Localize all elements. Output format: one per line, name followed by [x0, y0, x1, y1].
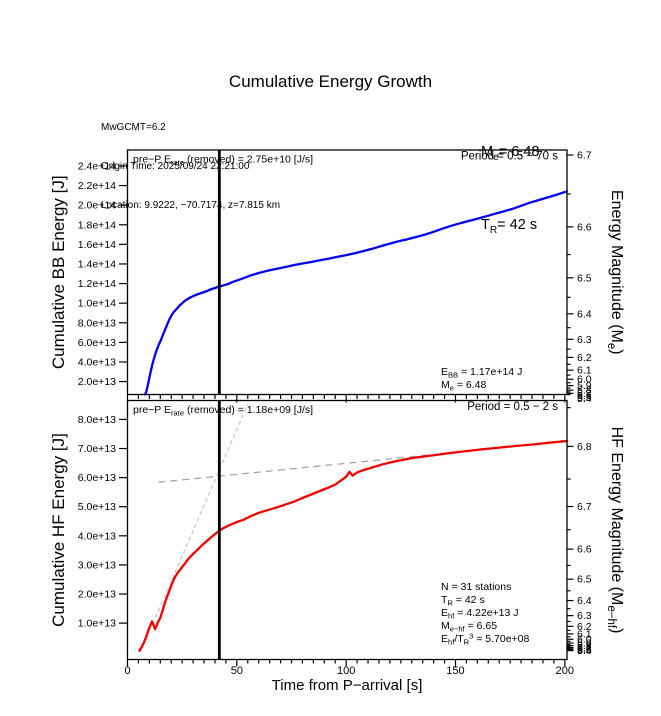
magnitude-tick-label: 5.6 — [577, 643, 592, 655]
magnitude-tick-label: 5.5 — [577, 644, 592, 656]
figure-title: Cumulative Energy Growth — [228, 72, 433, 91]
x-tick-label: 0 — [124, 665, 130, 677]
y-tick-label: 2.4e+14 — [78, 160, 116, 172]
tangent-steep-dashed — [155, 403, 249, 618]
mw-gcmt-line: MwGCMT=6.2 — [101, 122, 166, 133]
y-tick-label: 1.2e+14 — [78, 278, 116, 290]
magnitude-tick-label: 6.4 — [577, 595, 592, 607]
magnitude-tick-label: 6.7 — [577, 150, 592, 162]
magnitude-tick-label: 5.7 — [577, 642, 592, 654]
energy-magnitude-value: Me= 6.48 — [481, 144, 540, 163]
magnitude-tick-label: 6.1 — [577, 365, 592, 377]
y-tick-label: 2.0e+13 — [78, 376, 116, 388]
x-axis: 0 50 100 150 200 Time from P−arrival [s] — [124, 394, 574, 694]
magnitude-tick-label: 5.7 — [577, 388, 592, 400]
stats-line: Ehf = 4.22e+13 J — [441, 607, 519, 621]
magnitude-tick-label: 5.9 — [577, 638, 592, 650]
y-tick-label: 2.2e+14 — [78, 180, 116, 192]
y-axis-title-left: Cumulative HF Energy [J] — [49, 433, 68, 627]
y-tick-label: 3.0e+13 — [78, 559, 116, 571]
magnitude-tick-label: 6.6 — [577, 221, 592, 233]
y-axis-title-left: Cumulative BB Energy [J] — [49, 175, 68, 369]
magnitude-tick-label: 6.0 — [577, 374, 592, 386]
y-tick-label: 1.0e+13 — [78, 618, 116, 630]
y-tick-label: 1.4e+14 — [78, 258, 116, 270]
magnitude-tick-label: 6.2 — [577, 352, 592, 364]
magnitude-tick-label: 6.5 — [577, 272, 592, 284]
y-tick-label: 8.0e+13 — [78, 317, 116, 329]
magnitude-tick-label: 6.7 — [577, 501, 592, 513]
stats-line: Me = 6.48 — [441, 379, 487, 393]
y-tick-label: 1.6e+14 — [78, 239, 116, 251]
tangent-shallow-dashed — [158, 454, 427, 483]
y-axis-title-right: Energy Magnitude (Me) — [605, 190, 625, 355]
magnitude-tick-label: 5.9 — [577, 380, 592, 392]
stats-line: N = 31 stations — [441, 581, 511, 593]
y-tick-label: 5.0e+13 — [78, 501, 116, 513]
stats-line: Me−hf = 6.65 — [441, 620, 497, 634]
magnitude-tick-label: 6.3 — [577, 610, 592, 622]
stats-line: Ehf/TR3 = 5.70e+08 — [441, 631, 530, 646]
y-tick-label: 4.0e+13 — [78, 356, 116, 368]
x-axis-title: Time from P−arrival [s] — [272, 677, 423, 694]
x-tick-label: 150 — [446, 665, 464, 677]
magnitude-tick-label: 6.5 — [577, 574, 592, 586]
y-tick-label: 8.0e+13 — [78, 414, 116, 426]
stats-line: EBB = 1.17e+14 J — [441, 366, 522, 380]
magnitude-tick-label: 5.5 — [577, 392, 592, 404]
stats-line: TR = 42 s — [441, 594, 485, 608]
y-tick-label: 6.0e+13 — [78, 472, 116, 484]
pre-p-rate-annotation: pre−P Erate (removed) = 1.18e+09 [J/s] — [133, 404, 313, 418]
rupture-duration-value: TR= 42 s — [481, 217, 538, 237]
pre-p-rate-annotation: pre−P Erate (removed) = 2.75e+10 [J/s] — [133, 154, 313, 168]
y-tick-label: 4.0e+13 — [78, 530, 116, 542]
magnitude-tick-label: 5.4 — [577, 393, 592, 405]
magnitude-tick-label: 6.0 — [577, 634, 592, 646]
result-summary-block: Me= 6.48 TR= 42 s — [481, 96, 539, 288]
magnitude-tick-label: 5.6 — [577, 390, 592, 402]
bb-energy-panel-border — [126, 149, 568, 396]
magnitude-tick-label: 6.8 — [577, 441, 592, 453]
hf-energy-curve — [138, 439, 569, 652]
magnitude-tick-label: 6.4 — [577, 308, 592, 320]
y-tick-label: 2.0e+14 — [78, 200, 116, 212]
bb-energy-panel: 2.0e+13 4.0e+13 6.0e+13 8.0e+13 1.0e+14 1.2e+… — [49, 149, 625, 405]
magnitude-tick-label: 5.4 — [577, 645, 592, 657]
magnitude-tick-label: 6.3 — [577, 334, 592, 346]
y-tick-label: 1.0e+14 — [78, 298, 116, 310]
magnitude-tick-label: 5.8 — [577, 640, 592, 652]
hf-energy-panel: 1.0e+13 2.0e+13 3.0e+13 4.0e+13 5.0e+13 6.0e+… — [49, 399, 625, 661]
y-tick-label: 6.0e+13 — [78, 337, 116, 349]
x-tick-label: 200 — [556, 665, 574, 677]
hf-energy-panel-border — [126, 399, 568, 661]
bb-energy-curve — [143, 190, 569, 396]
y-tick-label: 1.8e+14 — [78, 219, 116, 231]
y-axis-title-right: HF Energy Magnitude (Me−hf) — [605, 427, 625, 634]
magnitude-tick-label: 5.8 — [577, 385, 592, 397]
magnitude-tick-label: 6.6 — [577, 544, 592, 556]
y-tick-label: 7.0e+13 — [78, 443, 116, 455]
period-annotation: Period = 0.5 − 70 s — [461, 151, 558, 163]
origin-time-line: Origin Time: 2025/09/24 22:21:00 — [101, 161, 250, 172]
magnitude-tick-label: 6.2 — [577, 621, 592, 633]
y-tick-label: 2.0e+13 — [78, 589, 116, 601]
x-tick-label: 100 — [337, 665, 355, 677]
magnitude-tick-label: 6.1 — [577, 628, 592, 640]
period-annotation: Period = 0.5 − 2 s — [467, 401, 558, 413]
x-tick-label: 50 — [231, 665, 243, 677]
